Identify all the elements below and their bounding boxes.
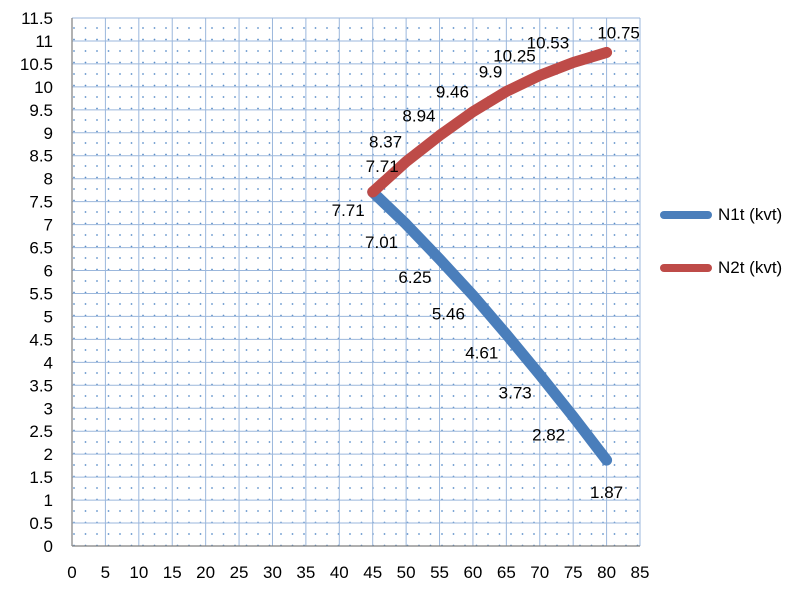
data-label-n1t: 3.73 <box>499 384 532 403</box>
y-tick-label: 7.5 <box>29 193 53 212</box>
x-tick-label: 55 <box>430 563 449 582</box>
y-tick-label: 5 <box>44 307 53 326</box>
y-tick-label: 9.5 <box>29 101 53 120</box>
data-label-n1t: 4.61 <box>465 343 498 362</box>
legend-label-n1t: N1t (kvt) <box>718 205 783 224</box>
x-tick-label: 80 <box>597 563 616 582</box>
y-tick-label: 2.5 <box>29 422 53 441</box>
x-tick-label: 70 <box>530 563 549 582</box>
data-label-n2t: 9.9 <box>479 62 503 81</box>
plot-area <box>72 18 640 546</box>
data-label-n2t: 10.75 <box>597 23 640 42</box>
y-tick-label: 3.5 <box>29 376 53 395</box>
data-label-n1t: 1.87 <box>590 483 623 502</box>
x-tick-label: 15 <box>163 563 182 582</box>
x-tick-label: 40 <box>330 563 349 582</box>
y-tick-label: 7 <box>44 216 53 235</box>
data-label-n1t: 2.82 <box>532 426 565 445</box>
y-tick-label: 10.5 <box>20 55 53 74</box>
series-line-n1t <box>367 186 613 466</box>
y-tick-label: 11 <box>35 32 53 51</box>
x-tick-label: 0 <box>67 563 76 582</box>
y-tick-label: 3 <box>44 399 53 418</box>
x-tick-label: 75 <box>564 563 583 582</box>
x-tick-label: 60 <box>463 563 482 582</box>
y-tick-label: 5.5 <box>29 284 53 303</box>
y-tick-label: 11.5 <box>21 9 53 28</box>
legend-label-n2t: N2t (kvt) <box>718 258 783 277</box>
x-tick-label: 85 <box>631 563 650 582</box>
legend: N1t (kvt) N2t (kvt) <box>660 200 782 306</box>
data-label-n1t: 7.71 <box>332 201 365 220</box>
x-tick-label: 30 <box>263 563 282 582</box>
x-tick-label: 25 <box>230 563 249 582</box>
data-label-n1t: 7.01 <box>365 233 398 252</box>
y-tick-label: 10 <box>34 78 53 97</box>
y-tick-label: 0.5 <box>29 514 53 533</box>
data-label-n1t: 6.25 <box>398 268 431 287</box>
y-tick-label: 8.5 <box>29 147 53 166</box>
x-tick-label: 10 <box>129 563 148 582</box>
legend-item-n1t: N1t (kvt) <box>660 200 782 230</box>
data-label-n1t: 5.46 <box>432 304 465 323</box>
x-tick-label: 5 <box>101 563 110 582</box>
x-tick-label: 65 <box>497 563 516 582</box>
data-label-n2t: 8.37 <box>369 133 402 152</box>
y-tick-label: 9 <box>44 124 53 143</box>
data-label-n2t: 10.25 <box>493 46 536 65</box>
legend-swatch-n2t <box>660 264 712 272</box>
series-line-n2t <box>367 46 613 198</box>
y-tick-label: 0 <box>44 537 53 556</box>
y-tick-label: 2 <box>44 445 53 464</box>
legend-item-n2t: N2t (kvt) <box>660 253 782 283</box>
y-tick-label: 6 <box>44 262 53 281</box>
y-tick-label: 4 <box>44 353 53 372</box>
y-tick-label: 8 <box>44 170 53 189</box>
data-label-n2t: 10.53 <box>527 34 570 53</box>
y-tick-label: 4.5 <box>29 330 53 349</box>
x-tick-label: 35 <box>296 563 315 582</box>
x-tick-label: 50 <box>397 563 416 582</box>
y-tick-label: 1.5 <box>29 468 53 487</box>
x-tick-label: 45 <box>363 563 382 582</box>
y-tick-label: 6.5 <box>29 239 53 258</box>
legend-swatch-n1t <box>660 211 712 219</box>
data-label-n2t: 7.71 <box>366 157 399 176</box>
x-tick-label: 20 <box>196 563 215 582</box>
data-label-n2t: 9.46 <box>436 83 469 102</box>
y-tick-label: 1 <box>44 491 53 510</box>
data-label-n2t: 8.94 <box>402 107 435 126</box>
